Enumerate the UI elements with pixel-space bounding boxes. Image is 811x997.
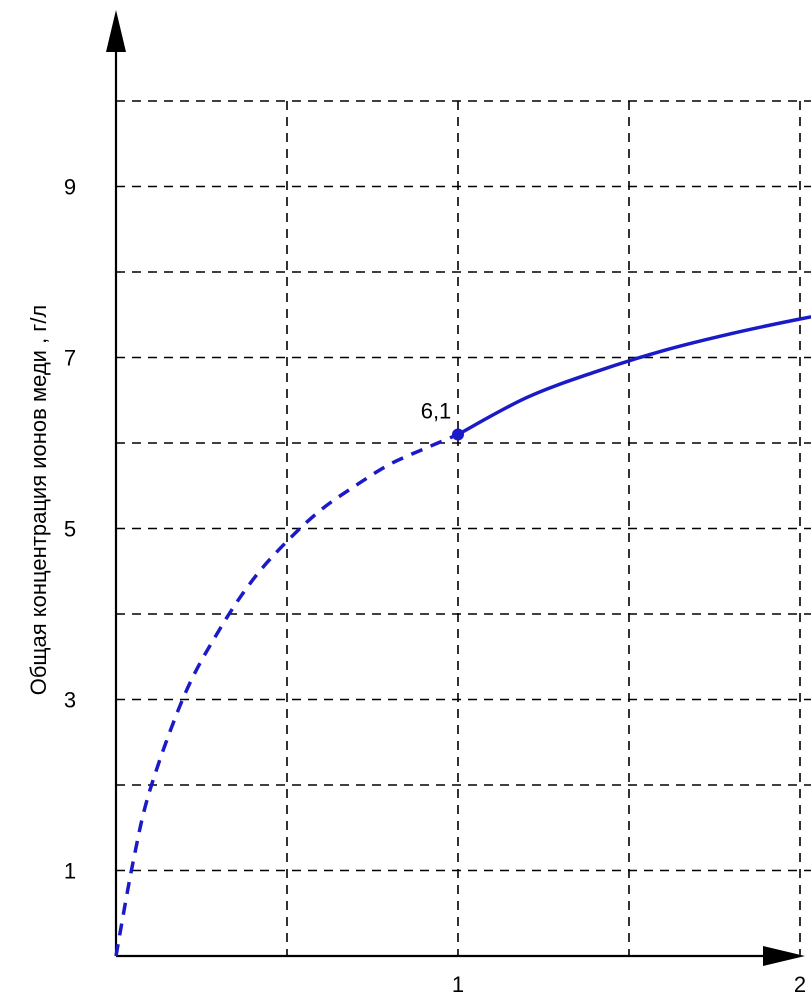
y-tick-label: 3 — [64, 688, 76, 713]
series-line-solid — [457, 315, 811, 436]
data-points: 6,18,2 — [421, 398, 464, 441]
y-axis-label: Общая концентрация ионов меди , г/л — [26, 305, 51, 696]
series-line-dashed — [114, 432, 459, 957]
tick-labels: 12313579 — [64, 175, 806, 997]
x-tick-label: 2 — [794, 972, 806, 997]
y-tick-label: 7 — [64, 346, 76, 371]
x-axis-arrow — [763, 946, 805, 966]
data-point — [452, 428, 464, 441]
y-tick-label: 9 — [64, 175, 76, 200]
axes — [106, 10, 805, 966]
x-tick-label: 1 — [452, 972, 464, 997]
series — [114, 315, 811, 957]
data-point-label: 6,1 — [421, 398, 452, 423]
grid — [116, 100, 811, 956]
y-tick-label: 5 — [64, 517, 76, 542]
y-tick-label: 1 — [64, 859, 76, 884]
y-axis-arrow — [106, 10, 126, 52]
